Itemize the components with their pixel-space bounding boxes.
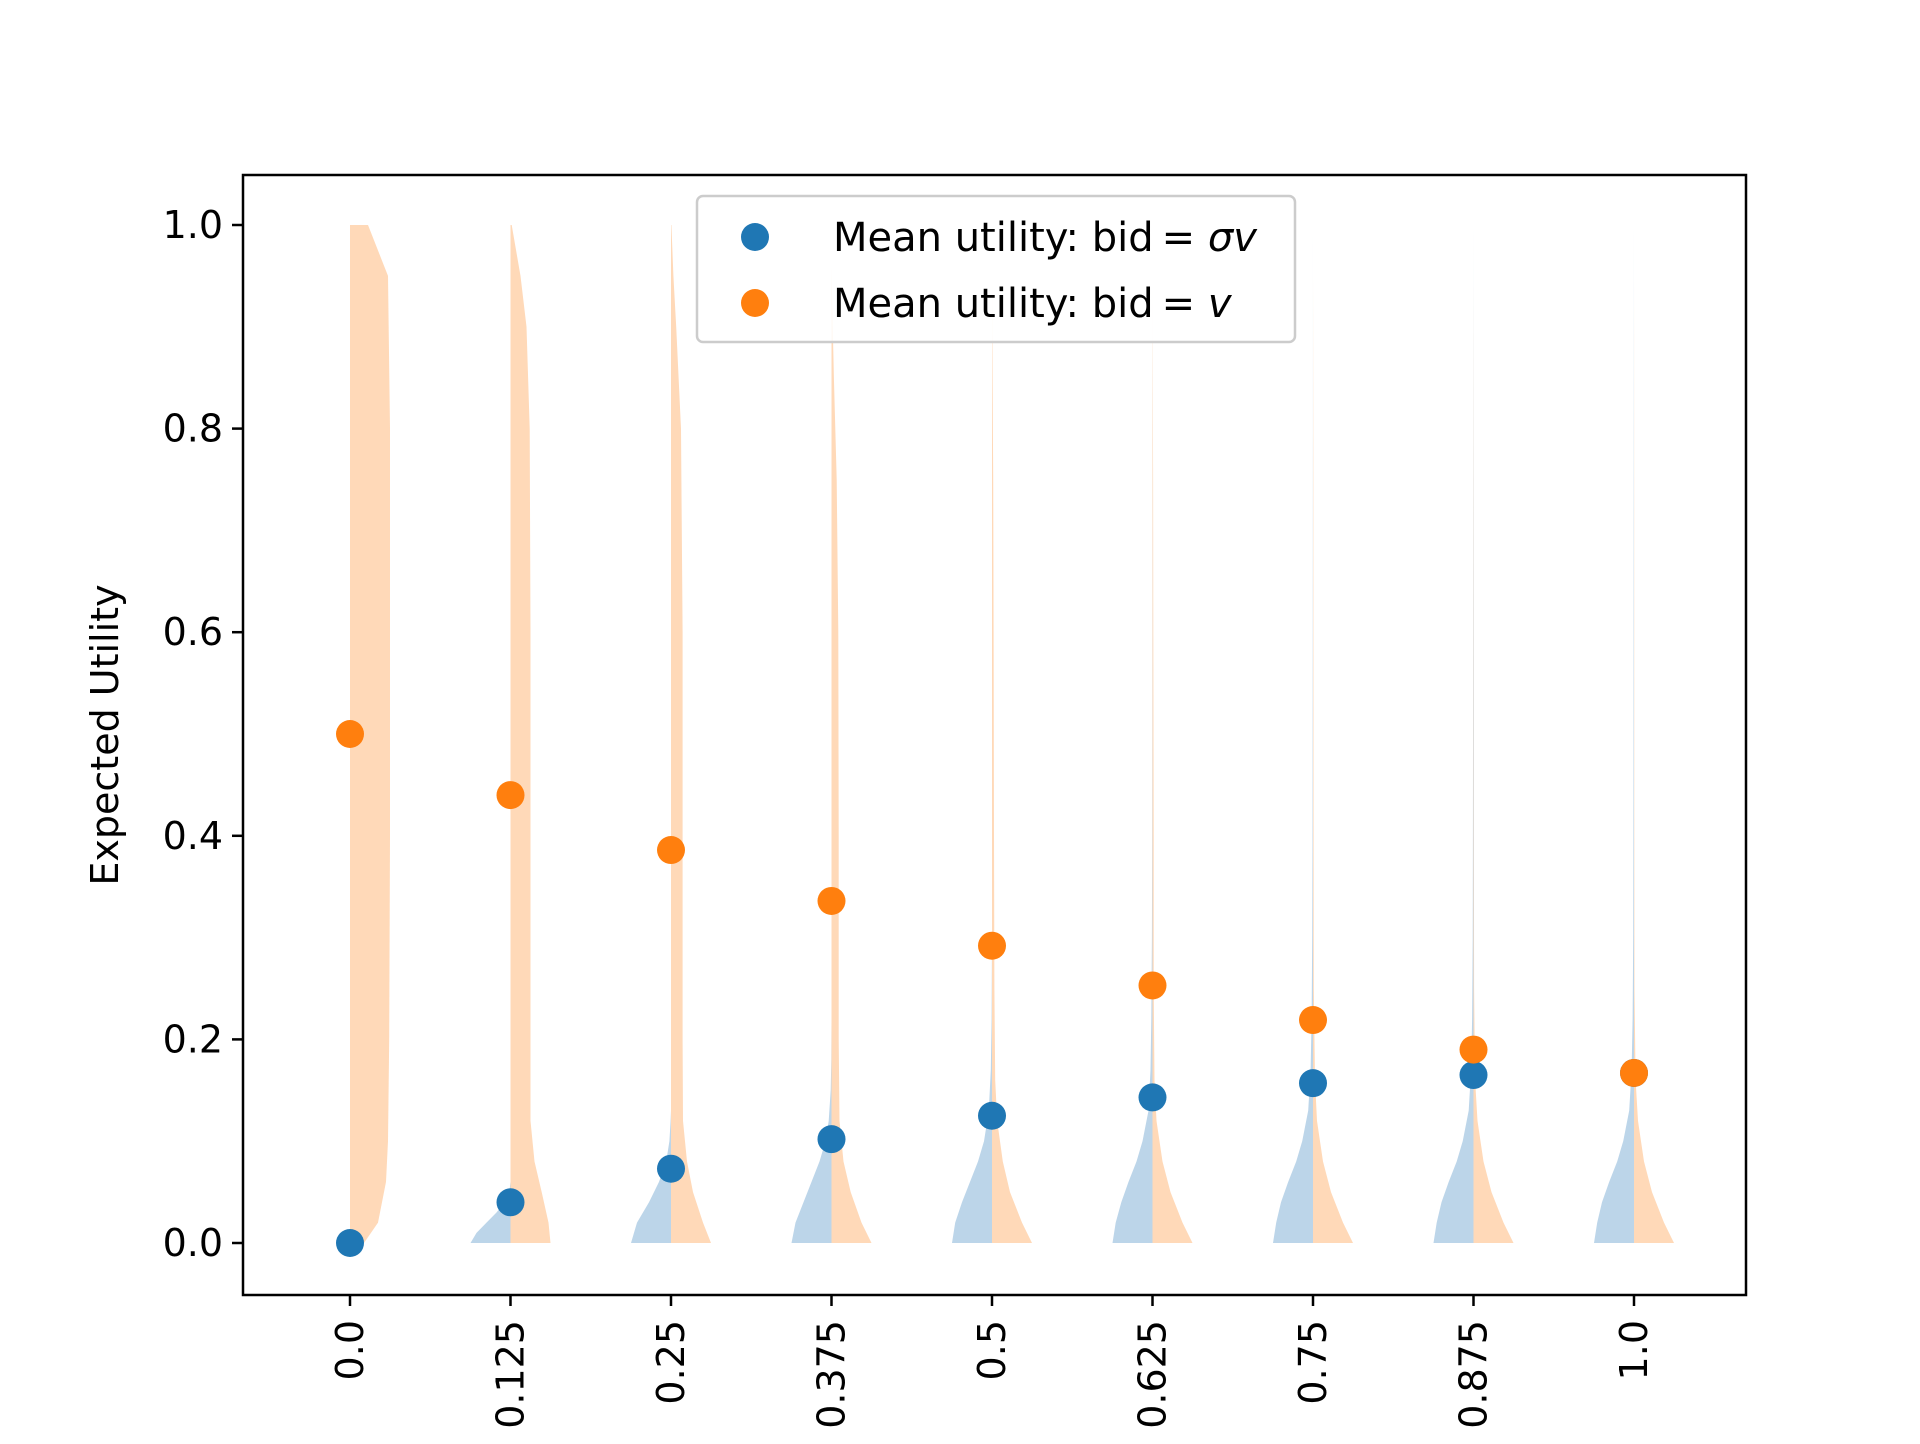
mean-point-orange-3 (817, 886, 846, 915)
violin-orange-1 (510, 225, 551, 1243)
violin-blue-4 (952, 937, 992, 1243)
y-tick-label-1: 0.2 (163, 1017, 223, 1061)
legend-marker-orange (741, 289, 769, 317)
x-tick-label-1: 0.125 (489, 1320, 533, 1429)
mean-point-orange-4 (978, 931, 1006, 960)
violin-orange-6 (1313, 225, 1353, 1243)
x-tick-label-2: 0.25 (649, 1320, 693, 1405)
violin-orange-2 (671, 225, 711, 1243)
y-axis-title: Expected Utility (83, 584, 127, 885)
mean-point-orange-1 (496, 781, 525, 810)
violin-blue-6 (1273, 225, 1313, 1243)
legend-label-orange: Mean utility: bid = v (833, 281, 1233, 327)
legend-box (695, 194, 1297, 344)
violin-orange-5 (1152, 225, 1193, 1243)
violin-blue-1 (470, 1181, 511, 1243)
violin-blue-5 (1112, 225, 1153, 1243)
mean-point-blue-5 (1138, 1083, 1167, 1112)
violin-blue-3 (791, 1019, 832, 1243)
x-axis: 0.0 0.125 0.25 0.375 0.5 0.625 0.75 0.875 1.0 (328, 1295, 1656, 1429)
legend-label-orange-formula: = v (1162, 281, 1233, 327)
violin-blue-2 (631, 1110, 671, 1243)
mean-point-orange-8 (1620, 1058, 1648, 1087)
mean-point-blue-6 (1299, 1069, 1327, 1098)
violins-layer (350, 225, 1674, 1243)
x-tick-label-7: 0.875 (1452, 1320, 1496, 1429)
y-tick-label-3: 0.6 (163, 610, 223, 654)
points-layer (336, 720, 1648, 1257)
violin-blue-7 (1433, 225, 1474, 1243)
mean-point-blue-4 (978, 1101, 1006, 1130)
x-tick-label-3: 0.375 (810, 1320, 854, 1429)
legend-marker-blue (741, 223, 769, 251)
violin-orange-4 (992, 225, 1032, 1243)
mean-point-blue-1 (496, 1188, 525, 1217)
mean-point-orange-6 (1299, 1006, 1327, 1035)
violin-orange-3 (831, 225, 872, 1243)
x-tick-label-0: 0.0 (328, 1320, 372, 1380)
legend-label-blue: Mean utility: bid = σv (833, 215, 1258, 261)
mean-point-blue-0 (336, 1229, 364, 1257)
y-tick-label-0: 0.0 (163, 1221, 223, 1265)
mean-point-blue-2 (657, 1154, 685, 1183)
x-tick-label-6: 0.75 (1291, 1320, 1335, 1405)
legend: Mean utility: bid = σv Mean utility: bid =… (695, 194, 1297, 344)
violin-orange-0 (350, 225, 390, 1243)
violin-blue-8 (1594, 225, 1634, 1243)
legend-label-blue-prefix: Mean utility: bid (833, 215, 1154, 261)
violin-orange-8 (1634, 225, 1674, 1243)
mean-point-orange-7 (1459, 1035, 1488, 1064)
y-tick-label-5: 1.0 (163, 203, 223, 247)
y-axis: 0.0 0.2 0.4 0.6 0.8 1.0 (163, 203, 243, 1265)
x-tick-label-8: 1.0 (1612, 1320, 1656, 1380)
mean-point-orange-2 (657, 836, 685, 865)
legend-label-blue-formula: = σv (1162, 215, 1259, 261)
y-tick-label-4: 0.8 (163, 407, 223, 451)
x-tick-label-4: 0.5 (970, 1320, 1014, 1380)
violin-orange-7 (1473, 225, 1514, 1243)
mean-point-orange-0 (336, 720, 364, 748)
x-tick-label-5: 0.625 (1131, 1320, 1175, 1429)
mean-point-blue-7 (1459, 1061, 1488, 1090)
legend-label-orange-prefix: Mean utility: bid (833, 281, 1154, 327)
mean-point-orange-5 (1138, 971, 1167, 1000)
mean-point-blue-3 (817, 1125, 846, 1154)
y-tick-label-2: 0.4 (163, 814, 223, 858)
plot-frame (241, 173, 1748, 1297)
